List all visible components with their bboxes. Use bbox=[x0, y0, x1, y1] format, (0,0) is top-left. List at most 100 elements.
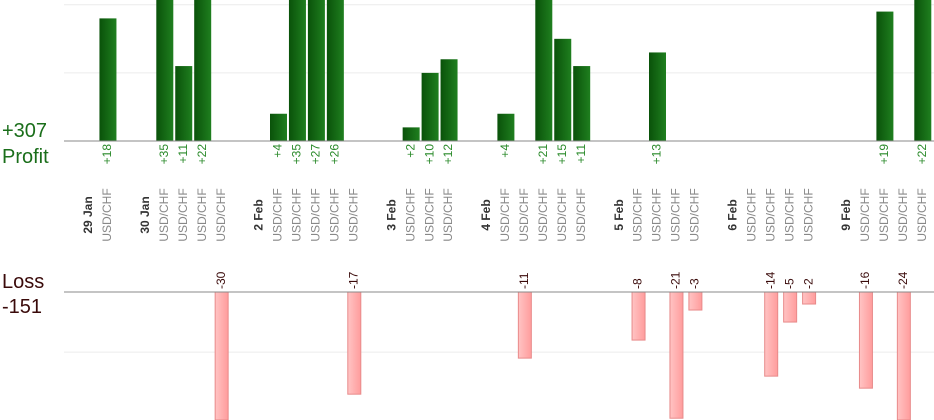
loss-bar bbox=[669, 291, 684, 419]
x-tick-label: USD/CHF bbox=[896, 188, 910, 241]
loss-bar bbox=[631, 291, 646, 341]
x-tick-label: USD/CHF bbox=[631, 188, 645, 241]
x-tick-label: USD/CHF bbox=[858, 188, 872, 241]
x-tick-label: USD/CHF bbox=[650, 188, 664, 241]
data-label: +13 bbox=[650, 144, 664, 165]
x-tick-label: 5 Feb bbox=[612, 199, 626, 230]
x-tick-label: USD/CHF bbox=[403, 188, 417, 241]
x-tick-label: USD/CHF bbox=[915, 188, 929, 241]
profit-bar bbox=[288, 0, 306, 141]
profit-bar bbox=[156, 0, 174, 141]
x-tick-label: 29 Jan bbox=[81, 196, 95, 233]
x-tick-label: USD/CHF bbox=[801, 188, 815, 241]
profit-bar bbox=[326, 0, 344, 141]
data-label: +11 bbox=[176, 144, 190, 164]
profit-bar bbox=[99, 18, 117, 141]
profit-bar bbox=[876, 11, 894, 141]
x-tick-label: 4 Feb bbox=[479, 199, 493, 230]
data-label: +18 bbox=[100, 144, 114, 165]
x-tick-label: 9 Feb bbox=[839, 199, 853, 230]
data-label: +4 bbox=[498, 144, 512, 158]
x-tick-label: USD/CHF bbox=[877, 188, 891, 241]
data-label: -5 bbox=[782, 278, 796, 289]
loss-bar bbox=[896, 291, 911, 420]
data-label: +10 bbox=[422, 144, 436, 165]
x-tick-label: USD/CHF bbox=[441, 188, 455, 241]
loss-bar bbox=[858, 291, 873, 389]
data-label: +22 bbox=[195, 144, 209, 165]
data-label: -30 bbox=[214, 271, 228, 289]
profit-bar bbox=[914, 0, 932, 141]
loss-label: Loss bbox=[2, 271, 44, 293]
loss-bar bbox=[688, 291, 703, 311]
x-tick-label: USD/CHF bbox=[763, 188, 777, 241]
data-label: +35 bbox=[157, 144, 171, 165]
profit-bar bbox=[440, 59, 458, 142]
loss-bar bbox=[517, 291, 532, 359]
profit-bar bbox=[270, 113, 287, 141]
x-tick-label: USD/CHF bbox=[744, 188, 758, 241]
x-tick-label: USD/CHF bbox=[195, 188, 209, 241]
profit-bar bbox=[175, 66, 193, 141]
x-tick-label: USD/CHF bbox=[574, 188, 588, 241]
data-label: +19 bbox=[877, 144, 891, 165]
profit-bar bbox=[554, 38, 572, 141]
x-tick-label: USD/CHF bbox=[176, 188, 190, 241]
data-label: +26 bbox=[328, 144, 342, 165]
x-tick-label: USD/CHF bbox=[498, 188, 512, 241]
data-label: -17 bbox=[346, 271, 360, 289]
data-label: -2 bbox=[801, 278, 815, 289]
profit-bar bbox=[649, 52, 666, 141]
x-tick-label: USD/CHF bbox=[309, 188, 323, 241]
x-tick-label: USD/CHF bbox=[328, 188, 342, 241]
profit-bar bbox=[307, 0, 325, 141]
x-tick-label: USD/CHF bbox=[688, 188, 702, 241]
loss-total: -151 bbox=[2, 296, 42, 318]
profit-label: Profit bbox=[2, 146, 49, 168]
profit-bar bbox=[194, 0, 212, 141]
profit-bar bbox=[402, 127, 420, 141]
loss-bar bbox=[802, 291, 817, 305]
profit-bar bbox=[573, 66, 591, 141]
data-label: +15 bbox=[555, 144, 569, 165]
x-tick-label: USD/CHF bbox=[100, 188, 114, 241]
data-label: +21 bbox=[536, 144, 550, 165]
x-tick-label: USD/CHF bbox=[517, 188, 531, 241]
data-label: +27 bbox=[309, 144, 323, 165]
data-label: -3 bbox=[688, 278, 702, 289]
x-tick-label: 3 Feb bbox=[384, 199, 398, 230]
x-tick-label: USD/CHF bbox=[422, 188, 436, 241]
loss-bar bbox=[764, 291, 779, 377]
x-tick-label: USD/CHF bbox=[271, 188, 285, 241]
x-tick-label: USD/CHF bbox=[782, 188, 796, 241]
data-label: +12 bbox=[441, 144, 455, 165]
data-label: +11 bbox=[574, 144, 588, 164]
profit-total: +307 bbox=[2, 120, 47, 142]
x-tick-label: USD/CHF bbox=[157, 188, 171, 241]
profit-bar bbox=[421, 72, 439, 141]
data-label: -21 bbox=[669, 271, 683, 289]
x-tick-label: 2 Feb bbox=[252, 199, 266, 230]
data-label: +2 bbox=[403, 144, 417, 158]
data-label: +4 bbox=[271, 144, 285, 158]
data-label: +35 bbox=[290, 144, 304, 165]
data-label: -14 bbox=[763, 271, 777, 289]
x-tick-label: USD/CHF bbox=[555, 188, 569, 241]
profit-bar bbox=[535, 0, 553, 141]
data-label: -16 bbox=[858, 271, 872, 289]
data-label: -11 bbox=[517, 272, 531, 289]
data-label: +22 bbox=[915, 144, 929, 165]
loss-bar bbox=[347, 291, 362, 395]
profit-bar bbox=[497, 113, 515, 141]
loss-bar bbox=[783, 291, 798, 323]
x-tick-label: USD/CHF bbox=[669, 188, 683, 241]
x-tick-label: USD/CHF bbox=[346, 188, 360, 241]
data-label: -8 bbox=[631, 278, 645, 289]
loss-bar bbox=[214, 291, 229, 420]
x-tick-label: 6 Feb bbox=[725, 199, 739, 230]
data-label: -24 bbox=[896, 271, 910, 289]
x-tick-label: USD/CHF bbox=[214, 188, 228, 241]
x-tick-label: USD/CHF bbox=[290, 188, 304, 241]
x-tick-label: 30 Jan bbox=[138, 196, 152, 233]
